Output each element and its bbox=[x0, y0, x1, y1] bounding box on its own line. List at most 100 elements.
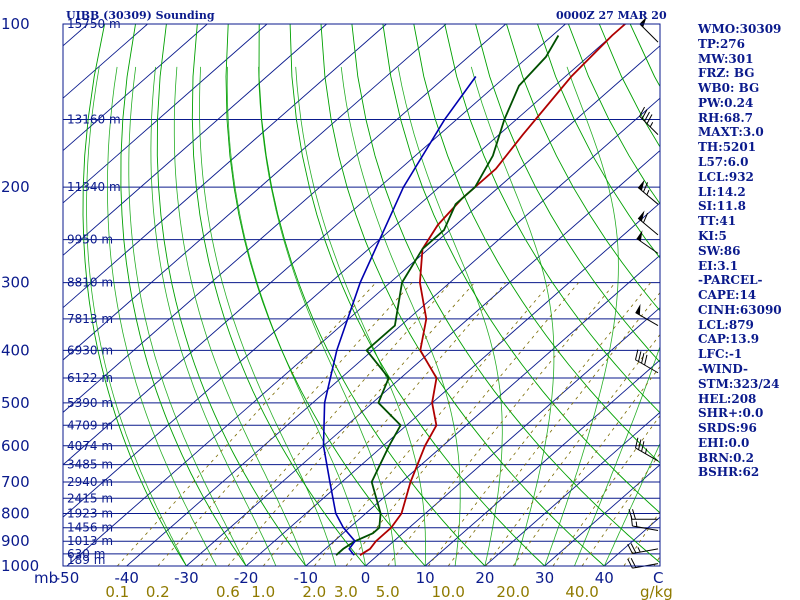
pressure-tick-label: 800 bbox=[1, 505, 30, 523]
mixing-unit-label: g/kg bbox=[640, 583, 673, 600]
isotherm-line bbox=[63, 24, 566, 466]
height-label: 7813 m bbox=[67, 312, 113, 326]
mixing-ratio-line bbox=[313, 282, 552, 566]
dry-adiabat-line bbox=[382, 24, 660, 514]
stability-index: CINH:63090 bbox=[698, 302, 782, 317]
stability-index: LCL:879 bbox=[698, 317, 754, 332]
stability-index: HEL:208 bbox=[698, 391, 757, 406]
mixing-ratio-line bbox=[581, 452, 660, 566]
wind-barb bbox=[637, 179, 659, 205]
stability-index: LFC:-1 bbox=[698, 347, 743, 362]
wind-barb-flag bbox=[634, 349, 639, 360]
dry-adiabat-line bbox=[258, 24, 486, 566]
moist-adiabat-line bbox=[226, 66, 366, 566]
pressure-tick-label: 600 bbox=[1, 437, 30, 455]
moist-adiabat-line bbox=[106, 66, 217, 566]
temperature-tick-label: 30 bbox=[535, 569, 554, 587]
pressure-tick-label: 500 bbox=[1, 394, 30, 412]
wind-barb-staff bbox=[637, 217, 659, 236]
wind-barb-flag bbox=[639, 106, 646, 117]
wind-barb-half-flag bbox=[635, 521, 638, 527]
stability-index: STM:323/24 bbox=[698, 376, 780, 391]
mixing-ratio-label: 0.6 bbox=[216, 583, 240, 600]
stability-index: CAP:13.9 bbox=[698, 332, 760, 347]
wind-barb bbox=[628, 509, 658, 520]
height-label: 6122 m bbox=[67, 371, 113, 385]
wind-barb-flag bbox=[641, 352, 645, 364]
dry-adiabat-line bbox=[351, 24, 660, 564]
height-label: 5390 m bbox=[67, 396, 113, 410]
dewpoint-trace bbox=[335, 35, 560, 556]
wind-barb bbox=[634, 349, 659, 374]
mixing-ratio-label: 2.0 bbox=[302, 583, 326, 600]
dry-adiabat-line bbox=[785, 24, 800, 566]
wind-barb bbox=[627, 543, 659, 554]
wind-barb-flag bbox=[646, 114, 653, 124]
isotherm-line bbox=[63, 24, 208, 152]
moist-adiabat-line bbox=[603, 442, 660, 566]
height-label: 9950 m bbox=[67, 233, 113, 247]
wind-barb-staff bbox=[639, 23, 659, 43]
isotherm-line bbox=[365, 307, 660, 566]
stability-index: RH:68.7 bbox=[698, 110, 753, 125]
wind-barb-staff bbox=[639, 115, 659, 135]
height-label: 1923 m bbox=[67, 507, 113, 521]
mixing-ratio-line bbox=[427, 282, 652, 566]
height-label: 1013 m bbox=[67, 534, 113, 548]
mixing-ratio-label: 3.0 bbox=[334, 583, 358, 600]
dry-adiabat-line bbox=[289, 24, 545, 566]
wind-barb-pennant bbox=[638, 210, 645, 222]
stability-index: PW:0.24 bbox=[698, 95, 754, 110]
moist-adiabat-line bbox=[86, 66, 187, 566]
background-grid bbox=[63, 24, 800, 566]
height-label: 8810 m bbox=[67, 276, 113, 290]
wind-barb-half-flag bbox=[637, 547, 641, 553]
stability-index: EI:3.1 bbox=[698, 258, 739, 273]
wind-barb-flag bbox=[627, 543, 633, 554]
height-label: 6930 m bbox=[67, 343, 113, 357]
isotherm-line bbox=[544, 464, 660, 566]
wind-barb bbox=[636, 230, 659, 254]
parcel-trace bbox=[322, 76, 477, 556]
dry-adiabat-line bbox=[413, 24, 660, 464]
moist-adiabat-line bbox=[397, 66, 503, 566]
plot-frame bbox=[62, 23, 661, 567]
height-label: 4709 m bbox=[67, 418, 113, 432]
temperature-tick-label: 40 bbox=[595, 569, 614, 587]
height-label: 11340 m bbox=[67, 180, 121, 194]
moist-adiabat-line bbox=[128, 66, 247, 566]
isotherm-line bbox=[63, 24, 268, 204]
wind-barb-staff bbox=[635, 312, 659, 326]
height-label: 13160 m bbox=[67, 112, 121, 126]
isotherm-line bbox=[63, 24, 507, 414]
height-label: 3485 m bbox=[67, 458, 113, 472]
wind-barb bbox=[637, 210, 659, 236]
wind-barb-flag bbox=[634, 437, 639, 449]
isotherm-line bbox=[484, 411, 660, 566]
temperature-tick-label: 10 bbox=[416, 569, 435, 587]
pressure-tick-label: 700 bbox=[1, 473, 30, 491]
stability-index: MAXT:3.0 bbox=[698, 125, 764, 140]
wind-barb-pennant bbox=[635, 303, 641, 316]
mixing-ratio-line bbox=[512, 366, 660, 566]
isotherm-line bbox=[63, 24, 447, 361]
mixing-ratio-line bbox=[157, 282, 413, 566]
wind-barb-pennant bbox=[636, 230, 643, 242]
moist-adiabat-line bbox=[470, 66, 555, 566]
height-label: 15750 m bbox=[67, 17, 121, 31]
moist-adiabat-line bbox=[295, 66, 426, 566]
moist-adiabat-line bbox=[544, 66, 619, 566]
mixing-ratio-label: 1.0 bbox=[251, 583, 275, 600]
wind-barb-flag bbox=[638, 439, 642, 450]
pressure-unit-label: mb bbox=[34, 569, 58, 587]
wind-barb-flag bbox=[642, 212, 649, 223]
dry-adiabat-line bbox=[506, 24, 660, 312]
stability-index: FRZ: BG bbox=[698, 66, 755, 81]
isotherm-line bbox=[424, 359, 660, 566]
temperature-tick-label: -30 bbox=[174, 569, 199, 587]
dry-adiabat-line bbox=[82, 24, 187, 566]
mixing-ratio-line bbox=[345, 282, 579, 566]
stability-index: SW:86 bbox=[698, 243, 741, 258]
mixing-ratio-line bbox=[262, 282, 507, 566]
